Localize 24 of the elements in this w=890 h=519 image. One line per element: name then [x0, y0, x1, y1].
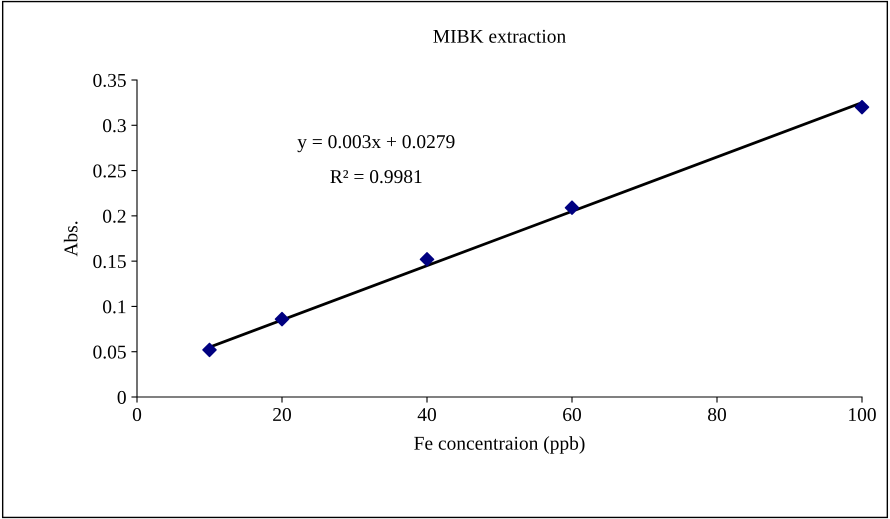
x-axis-title: Fe concentraion (ppb): [414, 436, 584, 454]
y-tick-label: 0.3: [103, 119, 126, 132]
x-tick-label: 40: [418, 408, 436, 422]
x-tick-label: 80: [708, 408, 726, 422]
x-tick-label: 0: [132, 408, 142, 422]
y-tick-label: 0: [118, 390, 126, 404]
y-axis-title: Abs.: [64, 222, 78, 256]
point: [274, 312, 290, 326]
y-tick-label: 0.15: [93, 254, 126, 268]
annotation: R² = 0.9981: [330, 170, 422, 184]
y-tick-label: 0.2: [103, 210, 126, 223]
y-tick-label: 0.35: [93, 74, 126, 88]
annotation: y = 0.003x + 0.0279: [297, 135, 454, 152]
x-tick-label: 20: [273, 408, 291, 422]
point: [854, 100, 870, 114]
x-tick-label: 60: [563, 408, 581, 422]
y-tick-label: 0.05: [93, 346, 126, 359]
y-tick-label: 0.1: [103, 300, 126, 314]
y-tick-label: 0.25: [93, 164, 126, 178]
chart-title: MIBK extraction: [433, 30, 566, 43]
point: [202, 342, 217, 358]
point: [564, 200, 580, 215]
x-tick-label: 100: [849, 408, 876, 422]
point: [420, 252, 434, 267]
